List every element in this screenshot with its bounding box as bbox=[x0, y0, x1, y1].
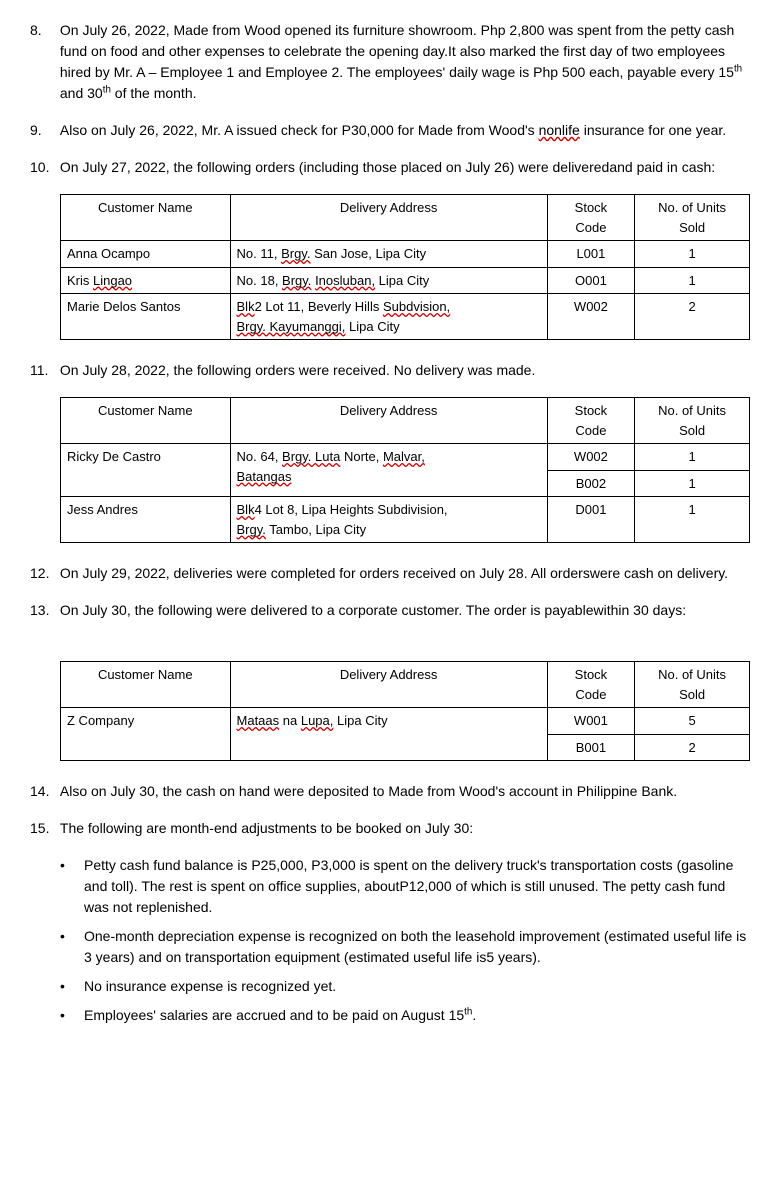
col-header-addr: Delivery Address bbox=[230, 662, 547, 708]
cell-units: 1 bbox=[635, 241, 750, 268]
item-number: 9. bbox=[30, 120, 56, 141]
cell-units: 2 bbox=[635, 294, 750, 340]
cell-addr: Mataas na Lupa, Lipa City bbox=[230, 708, 547, 761]
list-item-8: 8. On July 26, 2022, Made from Wood open… bbox=[30, 20, 747, 104]
item-text: The following are month-end adjustments … bbox=[60, 818, 747, 839]
cell-units: 5 bbox=[635, 708, 750, 735]
cell-addr: Blk2 Lot 11, Beverly Hills Subdvision, B… bbox=[230, 294, 547, 340]
cell-addr: No. 64, Brgy. Luta Norte, Malvar, Batang… bbox=[230, 444, 547, 497]
spellcheck-word: nonlife bbox=[539, 122, 580, 138]
item-text: On July 27, 2022, the following orders (… bbox=[60, 157, 747, 178]
cell-addr: Blk4 Lot 8, Lipa Heights Subdivision, Br… bbox=[230, 497, 547, 543]
bullet-dot: • bbox=[60, 1005, 84, 1026]
table-header-row: Customer Name Delivery Address Stock Cod… bbox=[61, 662, 750, 708]
cell-stock: W001 bbox=[547, 708, 634, 735]
item-number: 8. bbox=[30, 20, 56, 41]
table-header-row: Customer Name Delivery Address Stock Cod… bbox=[61, 398, 750, 444]
table-row: Z Company Mataas na Lupa, Lipa City W001… bbox=[61, 708, 750, 735]
item-text: On July 28, 2022, the following orders w… bbox=[60, 360, 747, 381]
item-number: 12. bbox=[30, 563, 56, 584]
bullet-item: • One-month depreciation expense is reco… bbox=[60, 926, 747, 968]
cell-stock: W002 bbox=[547, 294, 634, 340]
item-number: 13. bbox=[30, 600, 56, 621]
item-number: 11. bbox=[30, 360, 56, 381]
list-item-15: 15. The following are month-end adjustme… bbox=[30, 818, 747, 839]
item-text: On July 29, 2022, deliveries were comple… bbox=[60, 563, 747, 584]
table-row: Kris Lingao No. 18, Brgy. Inosluban, Lip… bbox=[61, 267, 750, 294]
cell-stock: D001 bbox=[547, 497, 634, 543]
item-number: 10. bbox=[30, 157, 56, 178]
item-text: On July 30, the following were delivered… bbox=[60, 600, 747, 621]
list-item-9: 9. Also on July 26, 2022, Mr. A issued c… bbox=[30, 120, 747, 141]
cell-addr: No. 11, Brgy. San Jose, Lipa City bbox=[230, 241, 547, 268]
cell-name: Kris Lingao bbox=[61, 267, 231, 294]
list-item-14: 14. Also on July 30, the cash on hand we… bbox=[30, 781, 747, 802]
adjustments-bullet-list: • Petty cash fund balance is P25,000, P3… bbox=[60, 855, 747, 1026]
orders-table-july30: Customer Name Delivery Address Stock Cod… bbox=[60, 661, 750, 761]
bullet-dot: • bbox=[60, 976, 84, 997]
table-row: Jess Andres Blk4 Lot 8, Lipa Heights Sub… bbox=[61, 497, 750, 543]
item-text: Also on July 30, the cash on hand were d… bbox=[60, 781, 747, 802]
bullet-text: Petty cash fund balance is P25,000, P3,0… bbox=[84, 855, 747, 918]
cell-units: 2 bbox=[635, 734, 750, 761]
col-header-name: Customer Name bbox=[61, 195, 231, 241]
bullet-text: Employees' salaries are accrued and to b… bbox=[84, 1005, 747, 1026]
cell-stock: B001 bbox=[547, 734, 634, 761]
orders-table-july28: Customer Name Delivery Address Stock Cod… bbox=[60, 397, 750, 543]
cell-stock: B002 bbox=[547, 470, 634, 497]
col-header-units: No. of Units Sold bbox=[635, 398, 750, 444]
cell-stock: O001 bbox=[547, 267, 634, 294]
item-number: 14. bbox=[30, 781, 56, 802]
bullet-dot: • bbox=[60, 855, 84, 918]
cell-name: Marie Delos Santos bbox=[61, 294, 231, 340]
col-header-stock: Stock Code bbox=[547, 398, 634, 444]
cell-units: 1 bbox=[635, 444, 750, 471]
col-header-addr: Delivery Address bbox=[230, 398, 547, 444]
col-header-units: No. of Units Sold bbox=[635, 662, 750, 708]
col-header-units: No. of Units Sold bbox=[635, 195, 750, 241]
item-number: 15. bbox=[30, 818, 56, 839]
col-header-stock: Stock Code bbox=[547, 662, 634, 708]
col-header-name: Customer Name bbox=[61, 662, 231, 708]
bullet-dot: • bbox=[60, 926, 84, 968]
item-text: Also on July 26, 2022, Mr. A issued chec… bbox=[60, 120, 747, 141]
bullet-item: • No insurance expense is recognized yet… bbox=[60, 976, 747, 997]
table-row: Anna Ocampo No. 11, Brgy. San Jose, Lipa… bbox=[61, 241, 750, 268]
table-row: Marie Delos Santos Blk2 Lot 11, Beverly … bbox=[61, 294, 750, 340]
cell-name: Anna Ocampo bbox=[61, 241, 231, 268]
cell-stock: W002 bbox=[547, 444, 634, 471]
cell-stock: L001 bbox=[547, 241, 634, 268]
orders-table-july27: Customer Name Delivery Address Stock Cod… bbox=[60, 194, 750, 340]
list-item-12: 12. On July 29, 2022, deliveries were co… bbox=[30, 563, 747, 584]
cell-name: Z Company bbox=[61, 708, 231, 761]
bullet-text: One-month depreciation expense is recogn… bbox=[84, 926, 747, 968]
table-row: Ricky De Castro No. 64, Brgy. Luta Norte… bbox=[61, 444, 750, 471]
cell-addr: No. 18, Brgy. Inosluban, Lipa City bbox=[230, 267, 547, 294]
cell-name: Ricky De Castro bbox=[61, 444, 231, 497]
list-item-11: 11. On July 28, 2022, the following orde… bbox=[30, 360, 747, 381]
table-header-row: Customer Name Delivery Address Stock Cod… bbox=[61, 195, 750, 241]
cell-name: Jess Andres bbox=[61, 497, 231, 543]
col-header-addr: Delivery Address bbox=[230, 195, 547, 241]
col-header-stock: Stock Code bbox=[547, 195, 634, 241]
bullet-item: • Employees' salaries are accrued and to… bbox=[60, 1005, 747, 1026]
cell-units: 1 bbox=[635, 497, 750, 543]
list-item-10: 10. On July 27, 2022, the following orde… bbox=[30, 157, 747, 178]
bullet-text: No insurance expense is recognized yet. bbox=[84, 976, 747, 997]
col-header-name: Customer Name bbox=[61, 398, 231, 444]
bullet-item: • Petty cash fund balance is P25,000, P3… bbox=[60, 855, 747, 918]
cell-units: 1 bbox=[635, 267, 750, 294]
list-item-13: 13. On July 30, the following were deliv… bbox=[30, 600, 747, 621]
item-text: On July 26, 2022, Made from Wood opened … bbox=[60, 20, 747, 104]
cell-units: 1 bbox=[635, 470, 750, 497]
